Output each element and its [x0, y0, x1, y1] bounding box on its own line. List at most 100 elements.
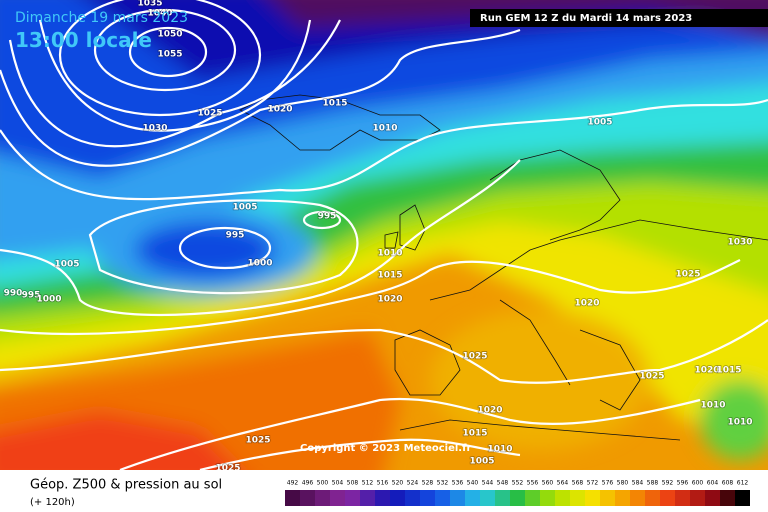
europe-coast	[394, 149, 768, 411]
scale-label: 564	[557, 480, 569, 487]
field-orange-med	[430, 310, 650, 450]
isobar	[178, 226, 272, 270]
scale-label: 528	[422, 480, 434, 487]
lead-time: (+ 120h)	[30, 497, 75, 508]
scale-label: 568	[572, 480, 584, 487]
isobar-label: 990	[4, 289, 23, 299]
scale-cell	[345, 490, 360, 506]
isobar	[88, 199, 359, 295]
isobar-label: 1025	[675, 270, 700, 280]
scale-cell	[315, 490, 330, 506]
isobar-label: 1010	[487, 445, 512, 455]
run-box	[470, 9, 768, 27]
scale-cell	[375, 490, 390, 506]
scale-label: 560	[542, 480, 554, 487]
isobar	[0, 259, 741, 336]
copyright: Copyright © 2023 Meteociel.fr	[300, 443, 471, 454]
scale-cell	[480, 490, 495, 506]
scale-label: 600	[692, 480, 704, 487]
scale-label: 524	[407, 480, 419, 487]
isobar	[8, 19, 341, 148]
isobar-label: 1010	[372, 124, 397, 134]
scale-label: 588	[647, 480, 659, 487]
scale-label: 556	[527, 480, 539, 487]
scale-label: 504	[332, 480, 344, 487]
scale-cell	[585, 490, 600, 506]
scale-cell	[360, 490, 375, 506]
isobar	[93, 8, 237, 92]
isobar-label: 1020	[477, 406, 502, 416]
isobar-label: 1015	[322, 99, 347, 109]
scale-label: 520	[392, 480, 404, 487]
scale-label: 572	[587, 480, 599, 487]
scale-label: 552	[512, 480, 524, 487]
isobar-label: 1030	[727, 238, 752, 248]
isobar-label: 1010	[700, 401, 725, 411]
scale-cell	[630, 490, 645, 506]
isobar-label: 1015	[716, 366, 741, 376]
scale-label: 548	[497, 480, 509, 487]
scale-cell	[330, 490, 345, 506]
isobar	[199, 438, 521, 470]
scale-cell	[300, 490, 315, 506]
isobar-label: 1000	[36, 295, 61, 305]
isobar-label: 1005	[469, 457, 494, 467]
scale-cell	[735, 490, 750, 506]
isobar	[119, 397, 701, 470]
isobar	[0, 98, 768, 201]
scale-label: 512	[362, 480, 374, 487]
scale-cell	[495, 490, 510, 506]
scale-label: 592	[662, 480, 674, 487]
isobar-label: 995	[22, 291, 41, 301]
scale-cell	[675, 490, 690, 506]
color-scale: 492 496 500 504 508 512 516 520 524 528 532 536 540 5…	[285, 480, 750, 506]
scale-cell	[540, 490, 555, 506]
isobar	[0, 28, 521, 167]
scale-cell	[510, 490, 525, 506]
scale-cell	[555, 490, 570, 506]
isobar-label: 1005	[232, 203, 257, 213]
scale-label: 596	[677, 480, 689, 487]
scale-cell	[600, 490, 615, 506]
isobar	[128, 26, 208, 78]
local-time: 13:00 locale	[15, 28, 152, 52]
scale-cell	[420, 490, 435, 506]
isobar	[302, 210, 342, 230]
legend-title: Géop. Z500 & pression au sol	[30, 478, 222, 493]
scale-cell	[645, 490, 660, 506]
scale-cell	[390, 490, 405, 506]
scale-cell	[660, 490, 675, 506]
isobar-label: 1000	[247, 259, 272, 269]
isobar-label: 1025	[639, 372, 664, 382]
isobar-label: 1015	[377, 271, 402, 281]
run-info: Run GEM 12 Z du Mardi 14 mars 2023	[480, 13, 692, 24]
scale-label: 584	[632, 480, 644, 487]
scale-cell	[525, 490, 540, 506]
scale-label: 544	[482, 480, 494, 487]
scale-label: 496	[302, 480, 314, 487]
isobar-label: 1030	[142, 124, 167, 134]
isobar-label: 1025	[462, 352, 487, 362]
isobar	[58, 0, 262, 117]
isobar-label: 1020	[694, 366, 719, 376]
isobar-label: 1040	[147, 9, 172, 19]
isobar-label: 1020	[377, 295, 402, 305]
isobar-label: 1005	[54, 260, 79, 270]
isobar-label: 1050	[157, 30, 182, 40]
scale-cell	[705, 490, 720, 506]
scale-label: 576	[602, 480, 614, 487]
scale-label: 540	[467, 480, 479, 487]
scale-label: 500	[317, 480, 329, 487]
isobar-label: 1025	[215, 464, 240, 474]
field-low-core	[135, 222, 275, 278]
scale-cell	[690, 490, 705, 506]
scale-label: 492	[287, 480, 299, 487]
scale-cell	[465, 490, 480, 506]
scale-label: 536	[452, 480, 464, 487]
isobar	[0, 159, 521, 317]
